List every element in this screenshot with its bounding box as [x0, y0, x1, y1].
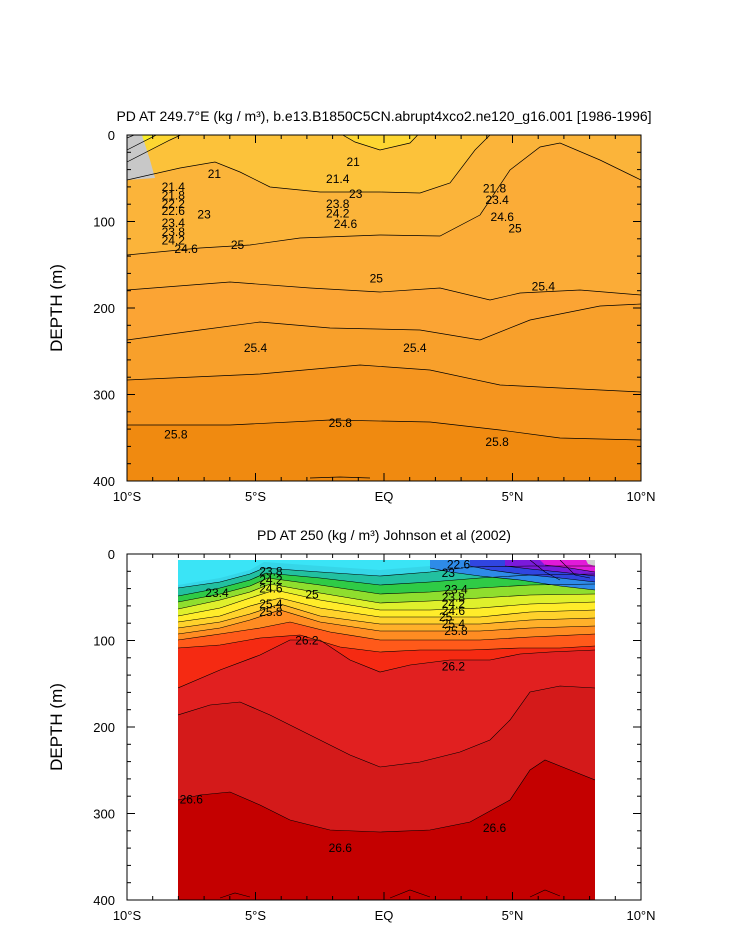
panel2-contour-label: 23.8: [442, 590, 466, 604]
panel1-x-tick-label: 10°S: [113, 489, 142, 504]
panel2-contour-label: 25: [305, 588, 319, 602]
panel1-contour-label: 24.6: [174, 242, 198, 256]
panel1-x-tick-label: 5°S: [245, 489, 266, 504]
panel2-contour-label: 24.6: [259, 582, 283, 596]
panel1-y-tick-label: 0: [108, 128, 115, 143]
panel1-contour-label: 25: [508, 221, 522, 235]
panel2-ylabel: DEPTH (m): [47, 683, 66, 771]
panel2-contour-label: 26.6: [329, 841, 353, 855]
panel2-contour-label: 25.4: [259, 597, 283, 611]
panel1-contour-label: 25: [231, 238, 245, 252]
panel1-contour-label: 24.2: [162, 234, 186, 248]
panel2-contour-label: 26.2: [295, 634, 319, 648]
panel1-contour-label: 24.2: [326, 207, 350, 221]
panel2-contour-label: 24.6: [442, 604, 466, 618]
panel1-y-tick-label: 200: [93, 301, 115, 316]
panel1-contour-label: 25.8: [485, 435, 509, 449]
panel2-contour-label: 25.8: [259, 605, 283, 619]
panel1-contour-label: 25: [370, 272, 384, 286]
panel1-y-tick-label: 400: [93, 474, 115, 489]
panel1-x-tick-label: 10°N: [626, 489, 655, 504]
panel1-contour-label: 25.4: [244, 341, 268, 355]
panel2-x-tick-label: 10°S: [113, 908, 142, 923]
panel2-title: PD AT 250 (kg / m³) Johnson et al (2002): [257, 527, 511, 543]
panel2-axes: 10°S 5°S EQ 5°N 10°N 0 100 200 300 400: [93, 547, 655, 923]
panel2-x-tick-label: 10°N: [626, 908, 655, 923]
panel2-y-tick-label: 0: [108, 547, 115, 562]
panel1-contour-label: 23.8: [326, 197, 350, 211]
panel2-contour-label: 25.8: [444, 624, 468, 638]
panel2-contour-label: 26.2: [442, 659, 466, 673]
panel1-contour-label: 25.4: [532, 279, 556, 293]
panel2-contour-label: 23.4: [444, 582, 468, 596]
panel1-contour-label: 23.4: [162, 216, 186, 230]
panel1-contour-label: 22.2: [162, 197, 186, 211]
panel2-y-tick-label: 200: [93, 720, 115, 735]
panel2-y-tick-label: 100: [93, 634, 115, 649]
panel1-ylabel: DEPTH (m): [47, 264, 66, 352]
panel1-contour-label: 23.4: [485, 193, 509, 207]
panel2-contour-label: 23: [442, 566, 456, 580]
panel1-contour-label: 23: [197, 208, 211, 222]
panel1-contour-label: 22.6: [162, 204, 186, 218]
panel1-axes: 10°S 5°S EQ 5°N 10°N 0 100 200 300 400: [93, 128, 655, 504]
panel1-contour-label: 21.8: [162, 189, 186, 203]
panel2-contour-label: 22.6: [447, 557, 471, 571]
panel1-contour-label: 23.8: [162, 225, 186, 239]
panel2-contour-label: 25.4: [442, 617, 466, 631]
panel2-y-tick-label: 400: [93, 893, 115, 908]
panel1-y-tick-label: 100: [93, 215, 115, 230]
panel2-x-tick-label: EQ: [375, 908, 394, 923]
panel1-x-tick-label: EQ: [375, 489, 394, 504]
panel1-contour-label: 21.4: [162, 180, 186, 194]
panel1-y-tick-label: 300: [93, 388, 115, 403]
panel1-contour-label: 23: [349, 187, 363, 201]
panel2-contour-fill: [178, 560, 595, 900]
panel1-contour-label: 24.6: [334, 217, 358, 231]
panel2-contour-label: 26.6: [180, 793, 204, 807]
panel2-contour-label: 24.2: [259, 573, 283, 587]
panel2-x-tick-label: 5°N: [502, 908, 524, 923]
panel1-contour-label: 21: [208, 167, 222, 181]
panel1-contour-label: 21.8: [483, 182, 507, 196]
panel1-contour-label: 24.6: [491, 210, 515, 224]
panel1-contour-label: 21: [346, 155, 360, 169]
panel2-contour-label: 25: [439, 610, 453, 624]
panel2-contour-label: 24.2: [442, 597, 466, 611]
panel1-contour-label: 21.4: [326, 172, 350, 186]
panel2-contour-label: 23.4: [205, 586, 229, 600]
panel1-contour-label: 25.8: [164, 427, 188, 441]
panel1-title: PD AT 249.7°E (kg / m³), b.e13.B1850C5CN…: [116, 108, 651, 124]
panel2-contour-label: 23.8: [259, 564, 283, 578]
panel1-contour-lines: [127, 135, 641, 479]
panel1-x-tick-label: 5°N: [502, 489, 524, 504]
panel1-contour-label: 25.8: [329, 416, 353, 430]
panel2-y-tick-label: 300: [93, 807, 115, 822]
panel1-contour-label: 25.4: [403, 341, 427, 355]
panel2-x-tick-label: 5°S: [245, 908, 266, 923]
panel1-contour-fill: [127, 135, 641, 481]
panel2-contour-labels: 23.423.824.224.6 2525.425.826.222.62323.4…: [180, 557, 507, 855]
panel2-contour-label: 26.6: [483, 821, 507, 835]
panel2-contour-lines: [178, 560, 595, 899]
